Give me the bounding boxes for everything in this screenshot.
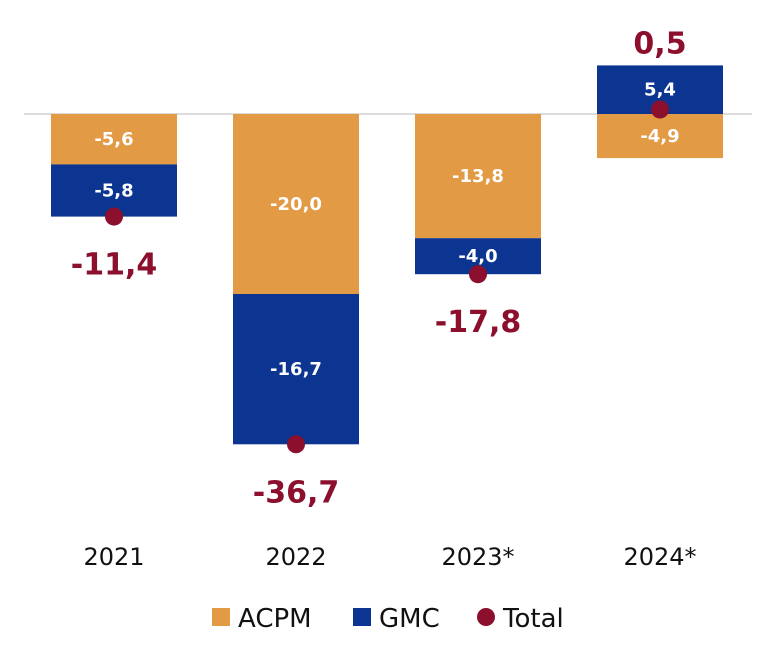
legend-label-total: Total (502, 604, 564, 634)
total-label-2023p: -17,8 (435, 305, 521, 340)
bar-acpm-2024p (597, 114, 723, 159)
data-label-acpm-2022: -20,0 (270, 194, 322, 215)
x-tick-label-2022: 2022 (265, 543, 326, 571)
total-label-2022: -36,7 (253, 475, 339, 510)
legend-label-acpm: ACPM (238, 604, 312, 634)
total-marker-2023p (469, 265, 487, 284)
legend-marker-gmc (353, 608, 371, 626)
bar-acpm-2023p (415, 114, 541, 239)
x-tick-label-2024p: 2024* (623, 543, 696, 571)
bar-gmc-2022 (233, 294, 359, 445)
data-label-acpm-2021: -5,6 (94, 129, 133, 150)
bar-acpm-2021 (51, 114, 177, 165)
total-marker-2021 (105, 207, 123, 226)
legend-label-gmc: GMC (379, 604, 440, 634)
x-tick-label-2023p: 2023* (441, 543, 514, 571)
x-tick-label-2021: 2021 (83, 543, 144, 571)
data-label-gmc-2024p: 5,4 (644, 80, 676, 101)
total-marker-2022 (287, 435, 305, 454)
legend-marker-acpm (212, 608, 230, 626)
total-marker-2024p (651, 100, 669, 119)
total-label-2024p: 0,5 (633, 26, 686, 61)
data-label-acpm-2023p: -13,8 (452, 166, 504, 187)
data-label-acpm-2024p: -4,9 (640, 126, 679, 147)
data-label-gmc-2023p: -4,0 (458, 246, 497, 267)
total-label-2021: -11,4 (71, 248, 157, 283)
data-label-gmc-2021: -5,8 (94, 181, 133, 202)
data-label-gmc-2022: -16,7 (270, 359, 322, 380)
bar-acpm-2022 (233, 114, 359, 294)
legend-marker-total (477, 608, 495, 626)
